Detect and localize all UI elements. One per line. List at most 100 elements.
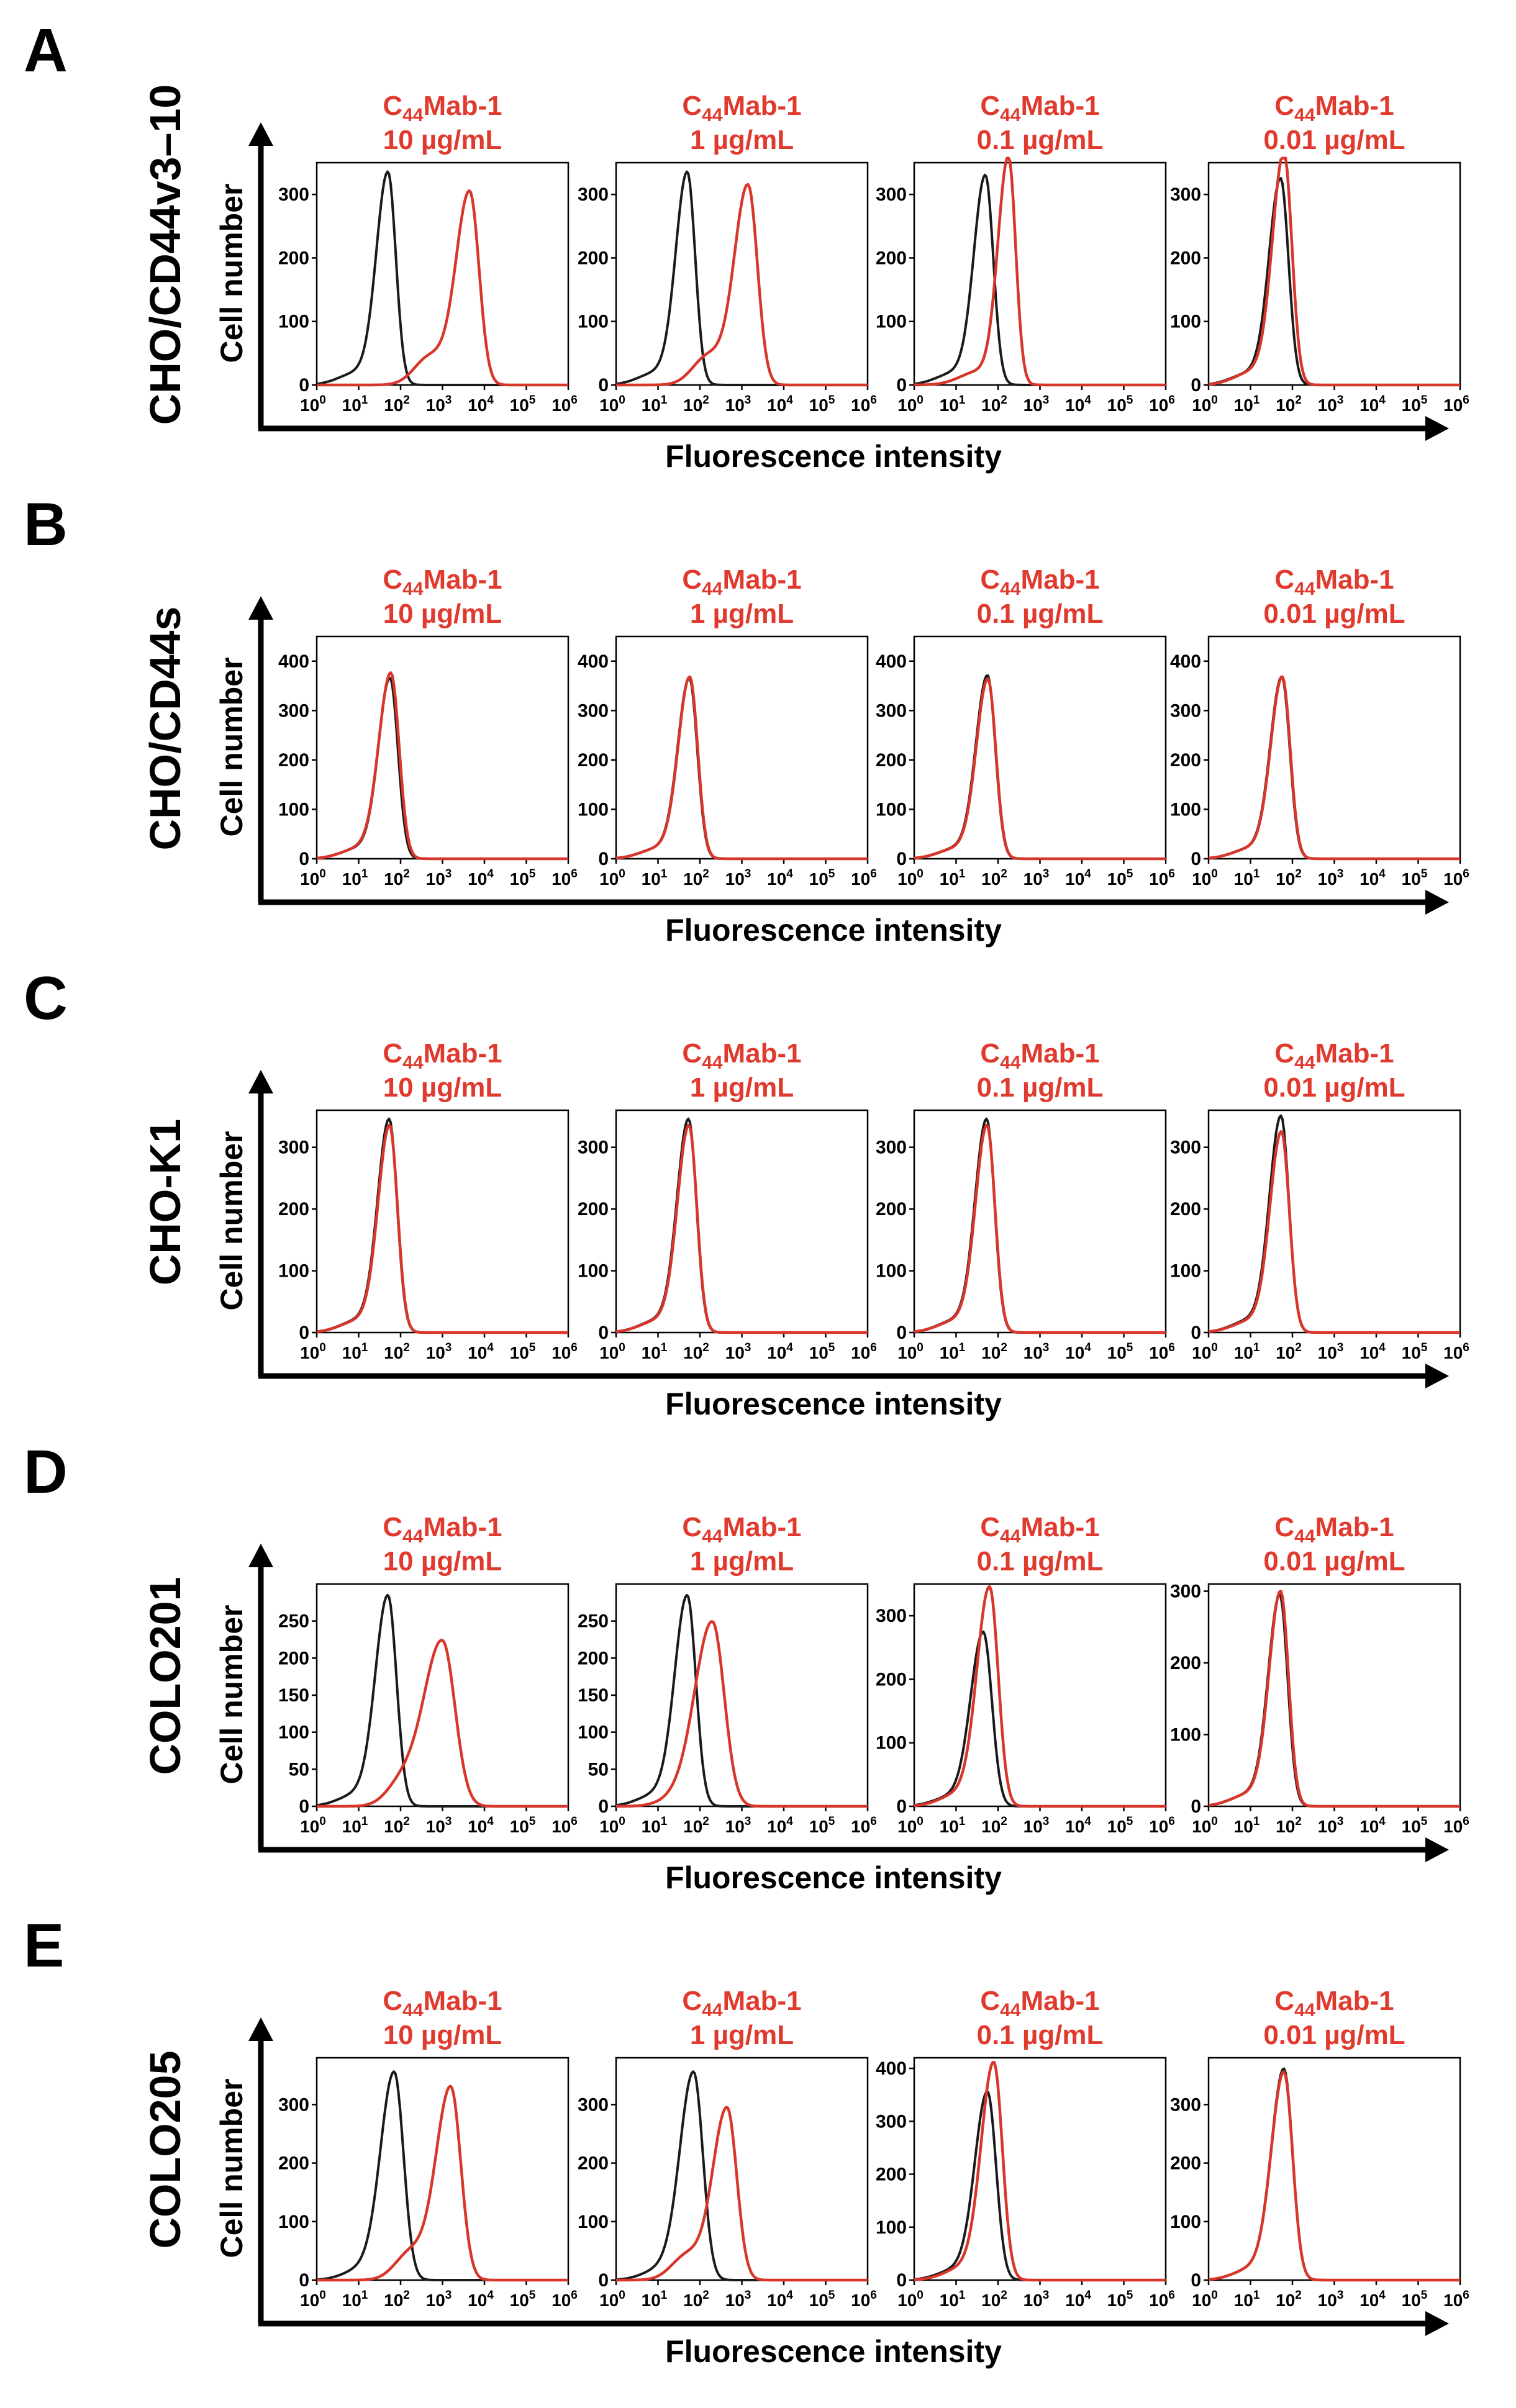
panel-d: D COLO201 Cell number Fluorescence intensit… (24, 1437, 1469, 1895)
treated-histogram (616, 2106, 868, 2282)
plot-frame (913, 161, 1167, 386)
treated-histogram (615, 1123, 868, 1334)
x-tick-label: 103 (1318, 867, 1344, 889)
x-tick-label: 106 (551, 1341, 578, 1362)
y-tick-label: 200 (578, 1199, 609, 1220)
plot-frame (913, 1583, 1167, 1808)
x-axis-arrowhead (1425, 2311, 1449, 2336)
treated-histogram (914, 1123, 1166, 1334)
x-tick-label: 100 (599, 394, 625, 415)
x-tick-label: 105 (510, 394, 536, 415)
treated-histogram (316, 1123, 568, 1334)
x-tick-label: 105 (510, 1341, 536, 1362)
antibody-label: C44Mab-1 (980, 1986, 1099, 2021)
x-tick-label: 102 (384, 1341, 410, 1362)
y-tick-label: 400 (876, 2058, 907, 2079)
y-tick-label: 150 (578, 1685, 609, 1706)
y-tick-label: 0 (1191, 375, 1201, 396)
antibody-label: C44Mab-1 (1274, 1512, 1394, 1547)
y-tick-label: 100 (876, 1261, 907, 1282)
control-histogram (1208, 2067, 1460, 2281)
x-tick-label: 100 (1192, 2289, 1218, 2310)
treated-histogram (616, 1620, 868, 1808)
x-tick-label: 102 (683, 867, 709, 889)
x-axis-label: Fluorescence intensity (665, 913, 1002, 948)
x-tick-label: 102 (384, 1815, 410, 1836)
treated-histogram (1208, 156, 1460, 387)
concentration-label: 0.1 µg/mL (977, 125, 1104, 155)
x-tick-label: 101 (642, 1815, 668, 1836)
y-tick-label: 400 (578, 651, 609, 672)
concentration-label: 1 µg/mL (690, 2020, 794, 2050)
x-tick-label: 102 (683, 1815, 709, 1836)
y-tick-label: 0 (1191, 1796, 1201, 1817)
y-tick-label: 200 (278, 750, 309, 771)
y-tick-label: 200 (876, 1669, 907, 1690)
x-tick-label: 100 (300, 394, 326, 415)
concentration-label: 10 µg/mL (383, 1072, 502, 1103)
y-tick-label: 100 (278, 1722, 309, 1743)
y-tick-label: 100 (1170, 799, 1201, 820)
y-tick-label: 0 (598, 849, 609, 869)
panel-b: B CHO/CD44s Cell number Fluorescence intens… (24, 490, 1469, 948)
antibody-label: C44Mab-1 (980, 91, 1099, 125)
x-tick-label: 104 (1359, 394, 1386, 415)
y-tick-label: 0 (896, 375, 907, 396)
antibody-label: C44Mab-1 (383, 564, 502, 599)
y-tick-label: 100 (278, 312, 309, 332)
x-tick-label: 105 (809, 1341, 835, 1362)
x-tick-label: 105 (809, 867, 835, 889)
plot-frame (1207, 1583, 1461, 1808)
y-axis-arrowhead (248, 2017, 273, 2041)
plot-frame (1207, 161, 1461, 386)
treated-histogram (914, 1585, 1166, 1808)
y-tick-label: 300 (876, 1138, 907, 1158)
x-tick-label: 106 (1149, 867, 1175, 889)
x-tick-label: 101 (642, 2289, 668, 2310)
x-tick-label: 102 (683, 1341, 709, 1362)
concentration-label: 0.1 µg/mL (977, 599, 1104, 629)
y-tick-label: 200 (876, 750, 907, 771)
x-tick-label: 106 (1443, 2289, 1469, 2310)
x-tick-label: 106 (551, 867, 578, 889)
concentration-label: 0.1 µg/mL (977, 1072, 1104, 1103)
y-tick-label: 50 (289, 1759, 309, 1780)
x-tick-label: 100 (1192, 394, 1218, 415)
antibody-label: C44Mab-1 (383, 1986, 502, 2021)
x-tick-label: 101 (342, 1815, 368, 1836)
x-tick-label: 100 (1192, 1341, 1218, 1362)
y-tick-label: 100 (1170, 2212, 1201, 2232)
treated-histogram (616, 183, 868, 387)
y-tick-label: 250 (578, 1611, 609, 1632)
antibody-label: C44Mab-1 (1274, 1986, 1394, 2021)
plot-frame (615, 1109, 869, 1334)
x-tick-label: 103 (725, 1341, 751, 1362)
x-tick-label: 100 (897, 867, 924, 889)
x-tick-label: 104 (1065, 867, 1091, 889)
y-tick-label: 0 (896, 1796, 907, 1817)
x-tick-label: 100 (300, 1815, 326, 1836)
antibody-label: C44Mab-1 (682, 1986, 801, 2021)
x-tick-label: 101 (1234, 1815, 1260, 1836)
x-tick-label: 105 (510, 2289, 536, 2310)
x-tick-label: 104 (767, 394, 793, 415)
x-tick-label: 103 (725, 394, 751, 415)
x-tick-label: 103 (725, 2289, 751, 2310)
x-tick-label: 101 (342, 867, 368, 889)
antibody-label: C44Mab-1 (682, 564, 801, 599)
x-axis-arrowhead (1425, 890, 1449, 915)
x-tick-label: 106 (551, 1815, 578, 1836)
y-tick-label: 200 (578, 248, 609, 268)
x-tick-label: 106 (1443, 394, 1469, 415)
x-tick-label: 104 (1359, 2289, 1386, 2310)
x-tick-label: 102 (1276, 867, 1302, 889)
plot-frame (615, 635, 869, 860)
concentration-label: 10 µg/mL (383, 2020, 502, 2050)
